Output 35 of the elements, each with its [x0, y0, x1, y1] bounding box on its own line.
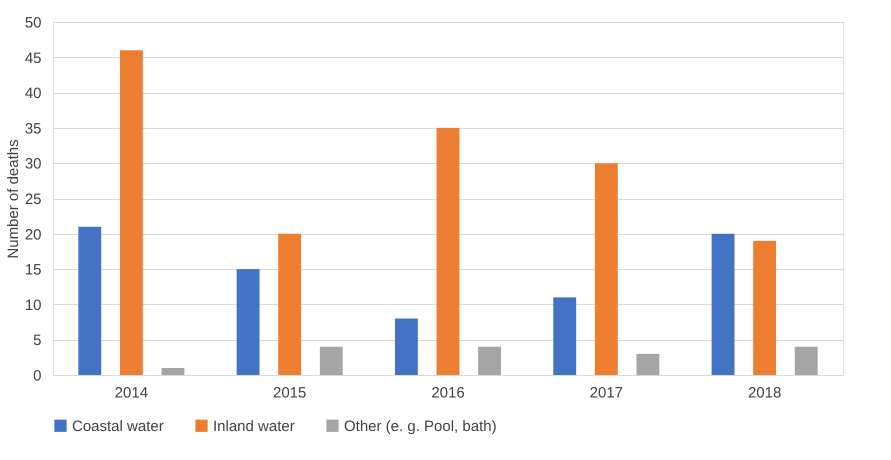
legend-label: Coastal water — [72, 418, 164, 435]
bar — [794, 346, 818, 375]
y-tick-label: 20 — [24, 226, 42, 244]
x-tick-label: 2014 — [114, 384, 148, 402]
x-tick-label: 2017 — [590, 384, 624, 402]
legend-label: Other (e. g. Pool, bath) — [344, 418, 497, 435]
y-tick-label: 50 — [24, 14, 42, 32]
bar — [636, 354, 660, 375]
legend-label: Inland water — [213, 418, 295, 435]
bar — [278, 234, 302, 375]
x-tick-label: 2018 — [748, 384, 782, 402]
y-tick-label: 15 — [24, 262, 42, 279]
y-tick-label: 0 — [33, 368, 42, 384]
y-tick-label: 45 — [24, 50, 42, 67]
bar — [712, 234, 734, 375]
bar — [162, 368, 184, 375]
x-tick-label: 2015 — [272, 384, 306, 402]
bar — [320, 346, 343, 375]
bar — [753, 240, 776, 375]
y-tick-label: 35 — [24, 120, 42, 138]
y-tick-label: 30 — [24, 156, 42, 173]
bar — [594, 163, 618, 375]
bar — [78, 226, 102, 375]
bar — [436, 128, 460, 375]
bar — [394, 318, 418, 375]
y-tick-label: 5 — [33, 332, 42, 350]
bar — [236, 269, 260, 375]
bar — [120, 50, 143, 375]
y-tick-label: 25 — [24, 191, 42, 208]
y-tick-label: 10 — [24, 296, 42, 314]
y-tick-label: 40 — [24, 85, 42, 102]
bar — [478, 346, 502, 375]
bar — [553, 297, 576, 375]
y-axis-title: Number of deaths — [4, 139, 22, 259]
x-tick-label: 2016 — [431, 384, 465, 402]
